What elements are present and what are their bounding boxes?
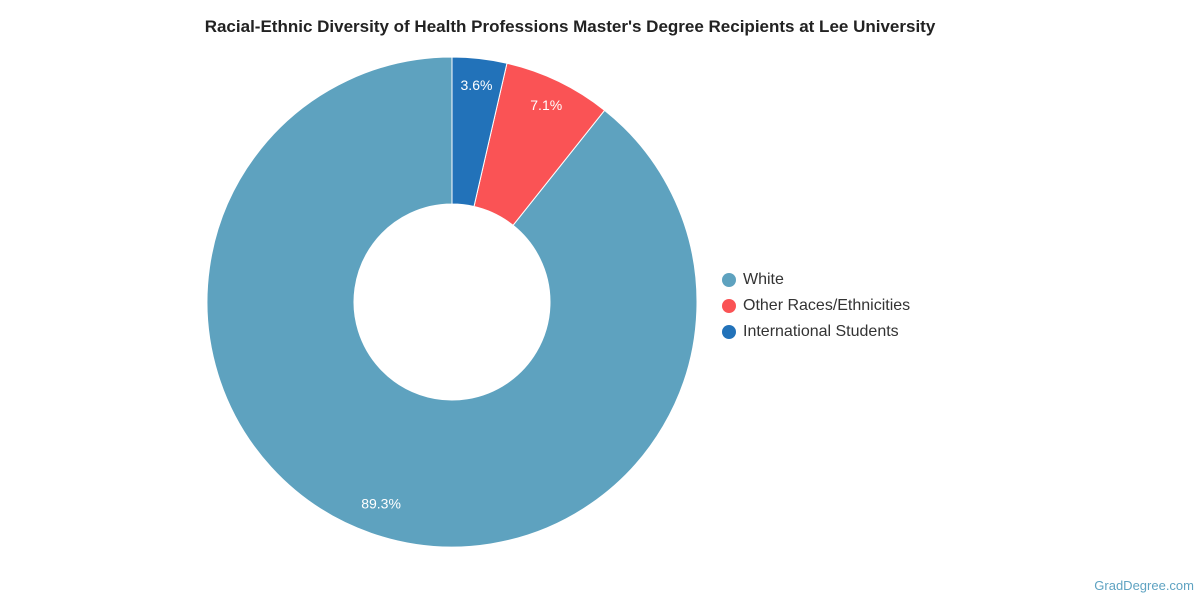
chart-legend: White Other Races/Ethnicities Internatio… [722, 267, 910, 345]
data-label-other-races: 7.1% [530, 97, 562, 113]
chart-title: Racial-Ethnic Diversity of Health Profes… [204, 17, 936, 36]
data-label-white: 89.3% [361, 496, 401, 512]
legend-swatch-international [722, 325, 736, 339]
legend-swatch-other-races [722, 299, 736, 313]
legend-label-white: White [743, 271, 784, 288]
legend-item-other-races[interactable]: Other Races/Ethnicities [722, 293, 910, 319]
legend-item-white[interactable]: White [722, 267, 910, 293]
donut-slice-international[interactable] [451, 56, 508, 208]
footer-credit[interactable]: GradDegree.com [1094, 578, 1194, 593]
legend-label-other-races: Other Races/Ethnicities [743, 297, 911, 314]
legend-swatch-white [722, 273, 736, 287]
legend-label-international: International Students [743, 323, 899, 340]
data-label-international: 3.6% [461, 77, 493, 93]
donut-slice-white[interactable] [206, 56, 698, 548]
legend-item-international[interactable]: International Students [722, 319, 910, 345]
